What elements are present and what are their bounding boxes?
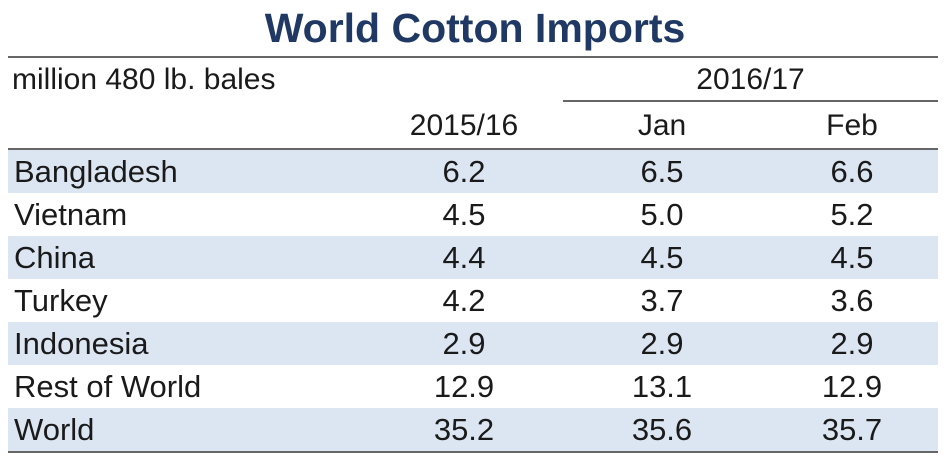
column-header-2015-16: 2015/16 [409,109,519,142]
table-row: China 4.4 4.5 4.5 [8,236,938,279]
table-row: World 35.2 35.6 35.7 [8,408,938,451]
row-label: Vietnam [14,197,128,232]
row-label: China [14,240,95,275]
units-label: million 480 lb. bales [12,63,276,96]
cell-value: 4.5 [442,197,486,232]
column-group-label: 2016/17 [696,63,805,96]
cell-value: 2.9 [442,326,486,361]
table-row: Turkey 4.2 3.7 3.6 [8,279,938,322]
cell-value: 2.9 [640,326,684,361]
cell-value: 6.2 [442,154,486,189]
column-header-feb: Feb [826,109,878,142]
row-label: Bangladesh [14,154,178,189]
cell-value: 35.7 [821,412,883,447]
cell-value: 35.2 [433,412,495,447]
top-rule [8,56,938,58]
row-label: Indonesia [14,326,149,361]
table-row: Vietnam 4.5 5.0 5.2 [8,193,938,236]
table-row: Bangladesh 6.2 6.5 6.6 [8,150,938,193]
cell-value: 12.9 [433,369,495,404]
cell-value: 4.4 [442,240,486,275]
row-label: Rest of World [14,369,202,404]
cell-value: 35.6 [631,412,693,447]
table-body: Bangladesh 6.2 6.5 6.6 Vietnam 4.5 5.0 5… [8,150,938,451]
table-title: World Cotton Imports [264,5,686,51]
row-label: World [14,412,95,447]
cell-value: 3.7 [640,283,684,318]
row-label: Turkey [14,283,108,318]
column-group-rule [563,100,938,102]
cell-value: 12.9 [821,369,883,404]
cell-value: 3.6 [830,283,874,318]
cell-value: 2.9 [830,326,874,361]
table-row: Indonesia 2.9 2.9 2.9 [8,322,938,365]
cell-value: 13.1 [631,369,693,404]
cell-value: 6.5 [640,154,684,189]
cell-value: 6.6 [830,154,874,189]
cell-value: 5.2 [830,197,874,232]
cell-value: 4.2 [442,283,486,318]
cell-value: 4.5 [640,240,684,275]
header-rule [8,148,938,150]
cell-value: 5.0 [640,197,684,232]
column-header-jan: Jan [637,109,687,142]
cell-value: 4.5 [830,240,874,275]
table-row: Rest of World 12.9 13.1 12.9 [8,365,938,408]
bottom-rule [8,451,938,453]
